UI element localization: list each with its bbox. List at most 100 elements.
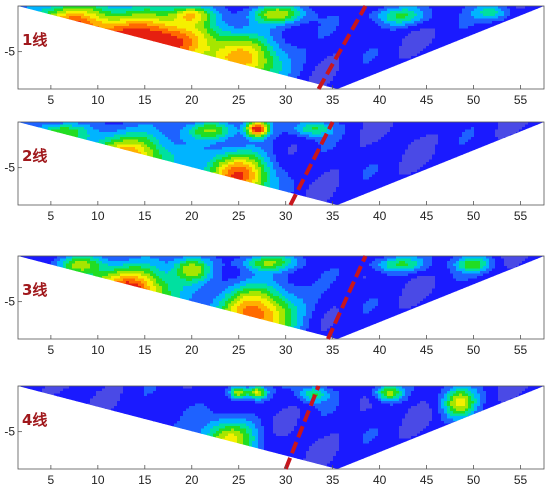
heat-cell (492, 16, 496, 19)
heat-cell (150, 26, 154, 29)
heat-cell (387, 73, 391, 77)
heat-cell (240, 43, 244, 47)
heat-cell (267, 58, 271, 62)
heat-cell (318, 18, 322, 22)
heat-cell (540, 26, 544, 29)
heat-cell (57, 41, 61, 44)
heat-cell (126, 38, 130, 42)
heat-cell (543, 13, 544, 17)
heat-cell (399, 6, 403, 9)
heat-cell (216, 46, 220, 49)
heat-cell (531, 38, 535, 42)
heat-cell (33, 71, 37, 74)
heat-cell (513, 8, 517, 12)
heat-cell (105, 31, 109, 34)
heat-cell (204, 38, 208, 42)
heat-cell (201, 26, 205, 29)
heat-cell (231, 63, 235, 67)
heat-cell (489, 73, 493, 77)
heat-cell (459, 11, 463, 14)
heat-cell (288, 53, 292, 57)
heat-cell (267, 18, 271, 22)
heat-cell (435, 8, 439, 12)
heat-cell (489, 31, 493, 34)
heat-cell (321, 61, 325, 64)
heat-cell (264, 33, 268, 37)
heat-cell (312, 16, 316, 19)
heat-cell (543, 56, 544, 59)
heat-cell (81, 51, 85, 54)
heat-cell (213, 56, 217, 59)
heat-cell (219, 53, 223, 57)
heat-cell (516, 41, 520, 44)
heat-cell (447, 51, 451, 54)
heat-cell (480, 13, 484, 17)
heat-cell (480, 66, 484, 69)
heat-cell (114, 23, 118, 27)
heat-cell (531, 36, 535, 39)
heat-cell (96, 8, 100, 12)
heat-cell (186, 63, 190, 67)
heat-cell (483, 68, 487, 72)
heat-cell (156, 11, 160, 14)
heat-cell (30, 76, 34, 79)
heat-cell (387, 33, 391, 37)
heat-cell (498, 68, 502, 72)
heat-cell (204, 53, 208, 57)
heat-cell (78, 58, 82, 62)
heat-cell (186, 58, 190, 62)
heat-cell (63, 63, 67, 67)
heat-cell (267, 6, 271, 9)
heat-cell (282, 73, 286, 77)
heat-cell (210, 33, 214, 37)
heat-cell (435, 63, 439, 67)
heat-cell (510, 58, 514, 62)
heat-cell (234, 38, 238, 42)
heat-cell (513, 48, 517, 52)
heat-cell (363, 61, 367, 64)
heat-cell (318, 68, 322, 72)
heat-cell (441, 36, 445, 39)
heat-cell (45, 68, 49, 72)
heat-cell (477, 41, 481, 44)
heat-cell (171, 41, 175, 44)
heat-cell (171, 23, 175, 27)
heat-cell (357, 38, 361, 42)
heat-cell (231, 41, 235, 44)
heat-cell (426, 58, 430, 62)
heat-cell (195, 23, 199, 27)
heat-cell (180, 61, 184, 64)
heat-cell (534, 33, 538, 37)
heat-cell (36, 23, 40, 27)
heat-cell (249, 13, 253, 17)
heat-cell (180, 21, 184, 24)
heat-cell (390, 61, 394, 64)
heat-cell (411, 66, 415, 69)
heat-cell (369, 38, 373, 42)
heat-cell (510, 18, 514, 22)
heat-cell (543, 26, 544, 29)
heat-cell (138, 58, 142, 62)
heat-cell (450, 73, 454, 77)
heat-cell (327, 53, 331, 57)
heat-cell (462, 16, 466, 19)
heat-cell (480, 58, 484, 62)
heat-cell (234, 26, 238, 29)
heat-cell (222, 66, 226, 69)
heat-cell (243, 41, 247, 44)
heat-cell (171, 8, 175, 12)
heat-cell (252, 36, 256, 39)
heat-cell (51, 48, 55, 52)
heat-cell (282, 43, 286, 47)
heat-cell (69, 21, 73, 24)
heat-cell (162, 43, 166, 47)
heat-cell (63, 11, 67, 14)
heat-cell (147, 46, 151, 49)
heat-cell (216, 48, 220, 52)
heat-cell (162, 33, 166, 37)
heat-cell (435, 16, 439, 19)
heat-cell (369, 53, 373, 57)
heat-cell (459, 33, 463, 37)
heat-cell (159, 73, 163, 77)
heat-cell (477, 43, 481, 47)
